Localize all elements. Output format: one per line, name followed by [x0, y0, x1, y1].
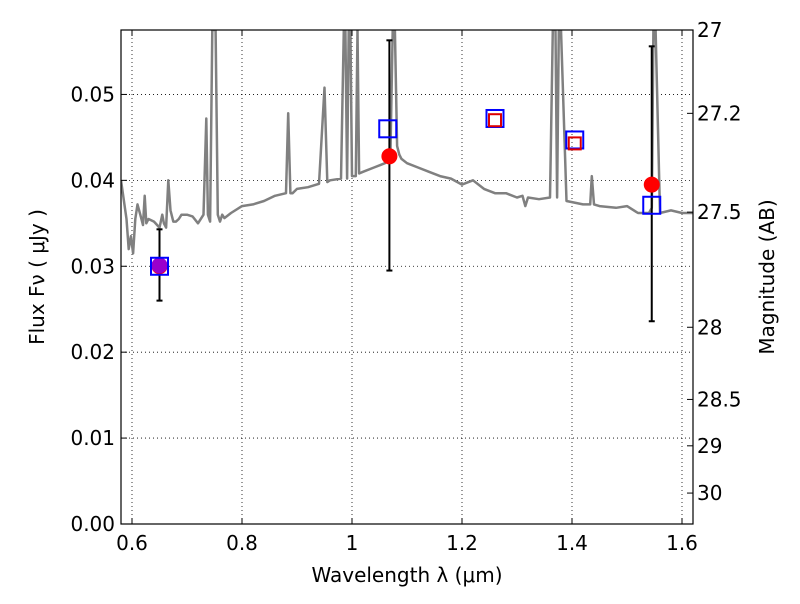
y-tick-label: 0.04 — [70, 168, 115, 192]
data-point-marker — [381, 148, 398, 165]
plot-area — [121, 30, 693, 323]
x-tick-label: 1.6 — [666, 531, 698, 555]
model-square-marker — [488, 113, 502, 128]
y-tick-label: 0.03 — [70, 254, 115, 278]
sed-model-line — [121, 30, 693, 255]
y-axis-label: Flux Fν ( μJy ) — [25, 209, 49, 345]
y-tick-label: 0.02 — [70, 340, 115, 364]
x-tick-label: 0.6 — [116, 531, 148, 555]
model-square-marker — [642, 195, 662, 215]
y2-tick-label: 27.2 — [697, 101, 742, 125]
y2-tick-label: 30 — [697, 481, 722, 505]
data-point-marker — [151, 257, 168, 274]
plot-frame — [120, 29, 694, 525]
y2-tick-label: 28.5 — [697, 387, 742, 411]
y2-tick-label: 27.5 — [697, 200, 742, 224]
x-tick-label: 1 — [346, 531, 359, 555]
y2-tick-label: 27 — [697, 18, 722, 42]
y2-axis-label: Magnitude (AB) — [755, 199, 779, 354]
x-tick-label: 1.4 — [556, 531, 588, 555]
axis-ticks: 0.6 0.8 1 1.2 1.4 1.6 0.00 0.01 0.02 0.03 0.04 0.05… — [70, 18, 741, 555]
y-tick-label: 0.05 — [70, 82, 115, 106]
x-tick-label: 0.8 — [226, 531, 258, 555]
model-square-marker — [567, 136, 582, 151]
x-axis-label: Wavelength λ (μm) — [311, 563, 502, 587]
data-point-marker — [643, 176, 660, 193]
y-tick-label: 0.00 — [70, 512, 115, 536]
x-tick-label: 1.2 — [446, 531, 478, 555]
y-tick-label: 0.01 — [70, 426, 115, 450]
model-square-marker — [150, 256, 169, 276]
model-square-marker — [378, 119, 398, 139]
y2-tick-label: 28 — [697, 315, 722, 339]
y2-tick-label: 29 — [697, 434, 722, 458]
